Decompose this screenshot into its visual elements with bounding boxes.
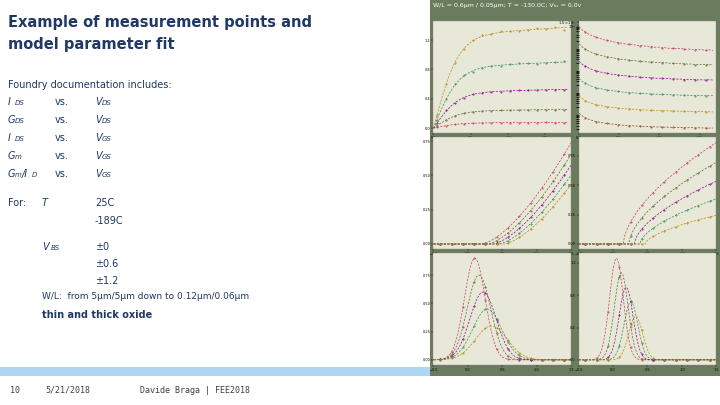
Text: V: V bbox=[95, 151, 102, 161]
Text: DS: DS bbox=[102, 118, 112, 124]
Text: m: m bbox=[15, 154, 22, 160]
Text: Example of measurement points and: Example of measurement points and bbox=[8, 15, 312, 30]
Text: Davide Braga | FEE2018: Davide Braga | FEE2018 bbox=[140, 386, 250, 395]
Text: V: V bbox=[95, 133, 102, 143]
Text: vs.: vs. bbox=[55, 97, 69, 107]
Bar bbox=[0, 367, 430, 376]
Text: vs.: vs. bbox=[55, 151, 69, 161]
Text: T: T bbox=[42, 198, 48, 208]
Text: ±0: ±0 bbox=[95, 242, 109, 252]
Text: ±1.2: ±1.2 bbox=[95, 276, 118, 286]
Text: V: V bbox=[42, 242, 49, 252]
Text: DS: DS bbox=[102, 100, 112, 106]
Text: DS: DS bbox=[15, 118, 25, 124]
Text: W/L:  from 5μm/5μm down to 0.12μm/0.06μm: W/L: from 5μm/5μm down to 0.12μm/0.06μm bbox=[42, 292, 249, 301]
Text: GS: GS bbox=[102, 154, 112, 160]
Text: /I: /I bbox=[22, 169, 28, 179]
Text: vs.: vs. bbox=[55, 115, 69, 125]
Text: I: I bbox=[8, 97, 11, 107]
Text: 10: 10 bbox=[10, 386, 20, 395]
Text: For:: For: bbox=[8, 198, 26, 208]
Text: Foundry documentation includes:: Foundry documentation includes: bbox=[8, 80, 171, 90]
Text: V: V bbox=[95, 169, 102, 179]
Text: 25C: 25C bbox=[95, 198, 114, 208]
Text: I: I bbox=[8, 133, 11, 143]
Text: D: D bbox=[32, 172, 37, 178]
Text: vs.: vs. bbox=[55, 169, 69, 179]
Text: thin and thick oxide: thin and thick oxide bbox=[42, 310, 152, 320]
Text: G: G bbox=[8, 169, 16, 179]
Text: DS: DS bbox=[15, 136, 25, 142]
Text: V: V bbox=[95, 97, 102, 107]
Text: DS: DS bbox=[15, 100, 25, 106]
Text: G: G bbox=[8, 151, 16, 161]
Text: ±0.6: ±0.6 bbox=[95, 259, 118, 269]
Text: GS: GS bbox=[102, 172, 112, 178]
Text: 5/21/2018: 5/21/2018 bbox=[45, 386, 90, 395]
Text: W/L = 0.6μm / 0.05μm; T = -130.0C; Vₕₛ = 0.0v: W/L = 0.6μm / 0.05μm; T = -130.0C; Vₕₛ =… bbox=[433, 3, 581, 8]
Bar bbox=[430, 0, 720, 376]
Text: m: m bbox=[15, 172, 22, 178]
Text: G: G bbox=[8, 115, 16, 125]
Text: vs.: vs. bbox=[55, 133, 69, 143]
Text: model parameter fit: model parameter fit bbox=[8, 37, 175, 52]
Text: GS: GS bbox=[102, 136, 112, 142]
Text: V: V bbox=[95, 115, 102, 125]
Text: BS: BS bbox=[51, 245, 60, 251]
Text: -189C: -189C bbox=[95, 216, 124, 226]
